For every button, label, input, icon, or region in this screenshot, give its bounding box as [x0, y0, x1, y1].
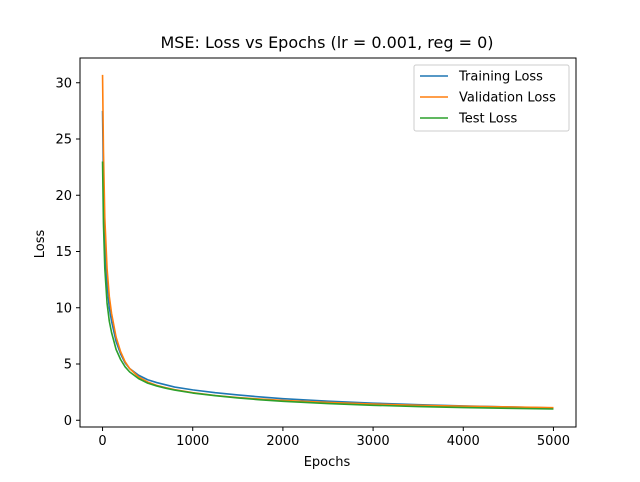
x-tick-label-3: 3000 [357, 434, 390, 449]
legend-label-1: Validation Loss [459, 91, 556, 106]
y-tick-label-1: 5 [64, 358, 72, 373]
legend-box [413, 64, 570, 132]
x-axis-label: Epochs [304, 455, 351, 470]
y-axis: 0 5 10 15 20 25 30 [55, 76, 80, 429]
series-line-2 [101, 161, 554, 410]
y-tick-label-0: 0 [64, 414, 72, 429]
plot-frame [79, 57, 577, 428]
y-tick-label-5: 25 [55, 133, 72, 148]
y-tick-label-2: 10 [55, 301, 72, 316]
x-tick-label-1: 1000 [176, 434, 209, 449]
series-line-0 [101, 110, 554, 409]
x-tick-label-4: 4000 [447, 434, 480, 449]
legend-label-0: Training Loss [458, 70, 543, 85]
x-tick-label-5: 5000 [537, 434, 570, 449]
y-tick-label-6: 30 [55, 76, 72, 91]
y-tick-label-3: 15 [55, 245, 72, 260]
x-tick-label-0: 0 [98, 434, 106, 449]
legend: Training Loss Validation Loss Test Loss [413, 64, 570, 132]
legend-label-2: Test Loss [458, 112, 517, 127]
x-axis: 0 1000 2000 3000 4000 5000 [98, 427, 570, 449]
y-tick-label-4: 20 [55, 189, 72, 204]
plot-area [79, 57, 577, 428]
y-axis-label: Loss [33, 230, 48, 259]
chart-title: MSE: Loss vs Epochs (lr = 0.001, reg = 0… [160, 33, 493, 52]
x-tick-label-2: 2000 [266, 434, 299, 449]
